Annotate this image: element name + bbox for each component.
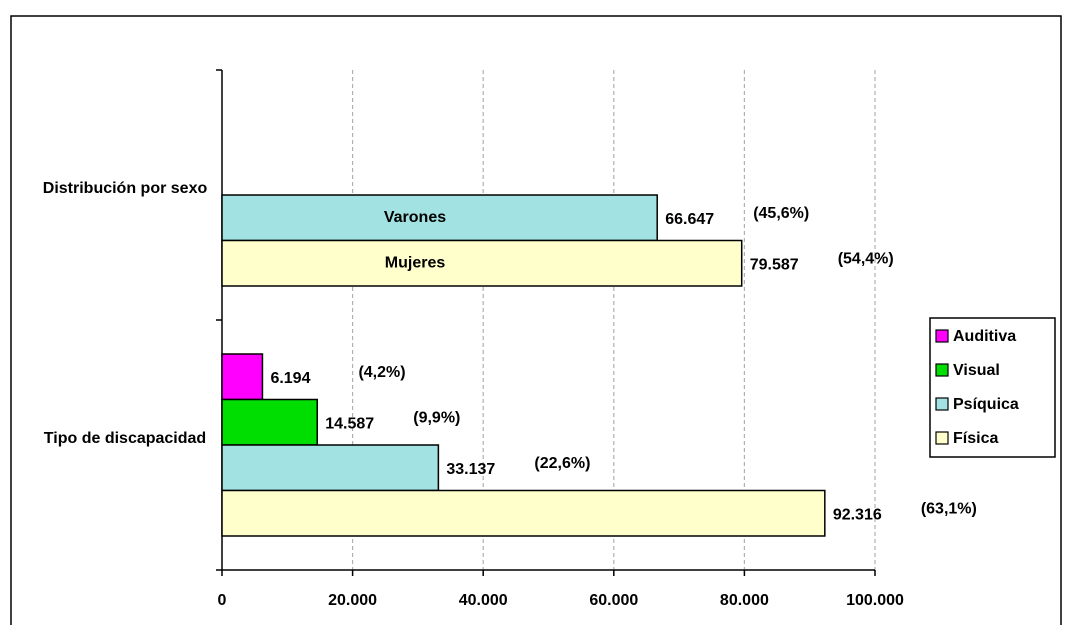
bar: [221, 444, 440, 492]
legend-label: Auditiva: [953, 328, 1016, 345]
value-label: 66.647: [665, 211, 714, 228]
legend-box: [929, 317, 1056, 458]
legend-swatch: [935, 397, 949, 411]
legend-swatch: [935, 329, 949, 343]
value-label: 92.316: [833, 506, 882, 523]
bar: [221, 489, 826, 537]
bar: [221, 194, 658, 242]
bar: [221, 239, 743, 287]
x-tick-label: 40.000: [459, 592, 508, 609]
legend-swatch: [935, 431, 949, 445]
x-tick-label: 20.000: [328, 592, 377, 609]
bar-inner-label: Mujeres: [385, 254, 446, 271]
value-label: 6.194: [270, 370, 310, 387]
value-label: 79.587: [750, 256, 799, 273]
share-label: (63,1%): [921, 500, 977, 517]
value-label: 33.137: [446, 461, 495, 478]
legend-label: Psíquica: [953, 396, 1019, 413]
chart-border: [10, 15, 1062, 625]
category-label: Tipo de discapacidad: [43, 430, 207, 447]
legend-label: Visual: [953, 362, 1000, 379]
x-tick-label: 100.000: [846, 592, 904, 609]
legend-label: Física: [953, 430, 998, 447]
bar-inner-label: Varones: [384, 209, 446, 226]
share-label: (9,9%): [413, 409, 460, 426]
share-label: (22,6%): [534, 455, 590, 472]
bar: [221, 353, 264, 401]
legend-swatch: [935, 363, 949, 377]
category-label: Distribución por sexo: [42, 180, 208, 197]
bar: [221, 398, 319, 446]
x-tick-label: 80.000: [720, 592, 769, 609]
share-label: (4,2%): [358, 364, 405, 381]
share-label: (45,6%): [753, 205, 809, 222]
share-label: (54,4%): [838, 250, 894, 267]
value-label: 14.587: [325, 415, 374, 432]
x-tick-label: 0: [218, 592, 227, 609]
x-tick-label: 60.000: [589, 592, 638, 609]
